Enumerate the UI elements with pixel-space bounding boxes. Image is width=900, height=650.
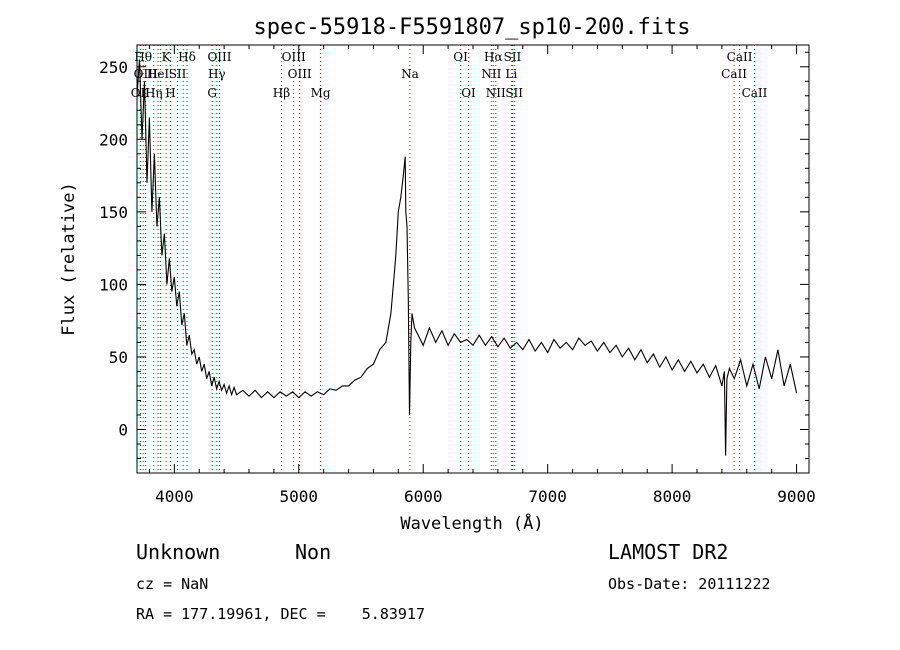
x-axis-ticks: 4000 5000 6000 7000 8000 9000: [148, 45, 816, 506]
line-marker-label: HeI: [147, 67, 170, 81]
line-marker-label: Na: [401, 67, 419, 81]
line-marker-label: H: [165, 86, 175, 100]
y-axis-label: Flux (relative): [59, 182, 79, 336]
line-marker-label: Li: [505, 67, 517, 81]
x-tick-label: 4000: [155, 487, 194, 506]
line-marker-label: CaII: [721, 67, 747, 81]
classification-label: Unknown: [136, 540, 221, 564]
line-marker-label: K: [162, 50, 172, 64]
line-marker-label: Hθ: [134, 50, 152, 64]
redshift-label: cz = NaN: [136, 575, 209, 593]
y-tick-label: 0: [118, 420, 128, 439]
obs-date-label: Obs-Date: 20111222: [608, 575, 771, 593]
line-marker-label: Hη: [145, 86, 163, 100]
line-marker-label: OIII: [207, 50, 231, 64]
x-tick-label: 5000: [280, 487, 319, 506]
subclass-label: Non: [295, 540, 332, 564]
x-tick-label: 9000: [777, 487, 816, 506]
line-marker-label: OIII: [288, 67, 312, 81]
line-marker-label: Hγ: [208, 67, 226, 81]
line-marker-label: Hα: [484, 50, 503, 64]
x-tick-label: 6000: [404, 487, 443, 506]
plot-frame: [136, 44, 810, 474]
line-marker-label: OI: [461, 86, 476, 100]
line-marker-label: NII: [486, 86, 506, 100]
survey-label: LAMOST DR2: [608, 540, 729, 564]
line-marker-label: SII: [504, 50, 522, 64]
coordinates-label: RA = 177.19961, DEC = 5.83917: [136, 605, 425, 623]
y-tick-label: 50: [109, 348, 128, 367]
line-marker-label: NII: [481, 67, 501, 81]
x-tick-label: 7000: [528, 487, 567, 506]
spectrum-line-0: [136, 59, 798, 456]
y-tick-label: 100: [99, 275, 128, 294]
y-axis-ticks: 0 50 100 150 200 250: [99, 51, 809, 459]
y-tick-label: 200: [99, 130, 128, 149]
line-marker-label: SII: [169, 67, 187, 81]
y-tick-label: 150: [99, 203, 128, 222]
line-marker-label: CaII: [727, 50, 753, 64]
y-tick-label: 250: [99, 58, 128, 77]
line-marker-label: OIII: [282, 50, 306, 64]
line-marker-label: G: [207, 86, 217, 100]
x-axis-label: Wavelength (Å): [400, 512, 543, 534]
x-tick-label: 8000: [653, 487, 692, 506]
spectral-line-markers: OIIHθOIIIHηHeIKHSIIHδGHγOIIIHβOIIIOIIIMg…: [131, 45, 768, 473]
line-marker-label: SII: [505, 86, 523, 100]
line-marker-label: Hδ: [178, 50, 196, 64]
chart-title: spec-55918-F5591807_sp10-200.fits: [253, 15, 690, 40]
line-marker-label: OI: [453, 50, 468, 64]
line-marker-label: Mg: [311, 86, 331, 100]
line-marker-label: CaII: [742, 86, 768, 100]
line-marker-label: Hβ: [273, 86, 290, 100]
spectrum-series: [136, 59, 798, 456]
